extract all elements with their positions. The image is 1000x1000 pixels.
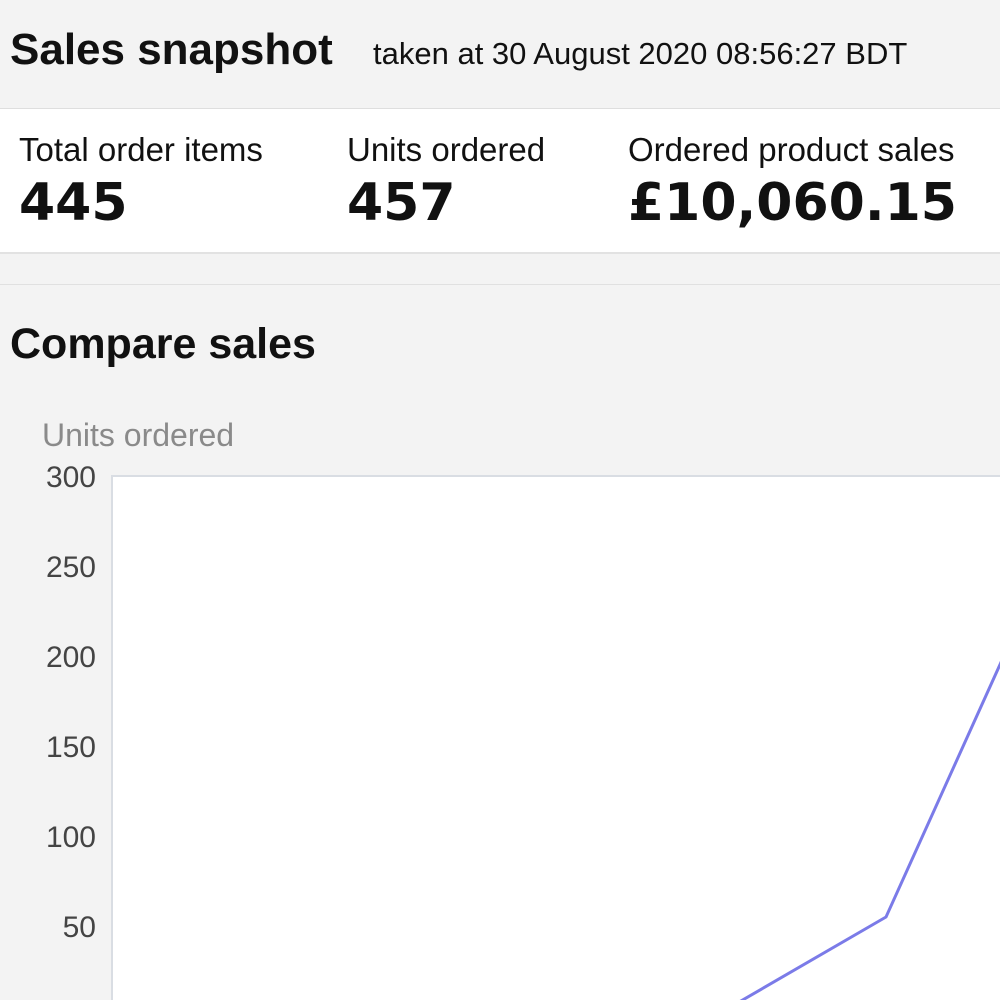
y-tick-label-150: 150 bbox=[46, 731, 96, 764]
y-tick-label-50: 50 bbox=[63, 911, 96, 944]
metric-label-total-order-items: Total order items bbox=[19, 131, 263, 168]
metric-value-total-order-items: 445 bbox=[19, 173, 128, 233]
metric-label-ordered-product-sales: Ordered product sales bbox=[628, 131, 955, 168]
y-tick-label-300: 300 bbox=[46, 461, 96, 494]
compare-sales-title: Compare sales bbox=[10, 320, 316, 368]
page-title: Sales snapshot bbox=[10, 25, 333, 74]
section-divider bbox=[0, 254, 1000, 285]
compare-sales-section: Compare sales Units ordered 300 250 200 150… bbox=[0, 285, 1000, 1000]
y-tick-label-100: 100 bbox=[46, 821, 96, 854]
metric-value-ordered-product-sales: £10,060.15 bbox=[628, 173, 957, 233]
series-line-units-ordered bbox=[739, 660, 1000, 1000]
plot-area bbox=[111, 475, 1000, 1000]
units-ordered-chart: Units ordered 300 250 200 150 100 50 bbox=[42, 417, 1000, 1000]
metric-value-units-ordered: 457 bbox=[347, 173, 456, 233]
y-tick-label-250: 250 bbox=[46, 551, 96, 584]
metric-label-units-ordered: Units ordered bbox=[347, 131, 546, 168]
snapshot-header: Sales snapshot taken at 30 August 2020 0… bbox=[0, 0, 1000, 109]
y-axis-label: Units ordered bbox=[42, 417, 234, 453]
metrics-panel: Total order items 445 Units ordered 457 … bbox=[0, 109, 1000, 254]
y-tick-label-200: 200 bbox=[46, 641, 96, 674]
snapshot-timestamp: taken at 30 August 2020 08:56:27 BDT bbox=[373, 36, 908, 71]
